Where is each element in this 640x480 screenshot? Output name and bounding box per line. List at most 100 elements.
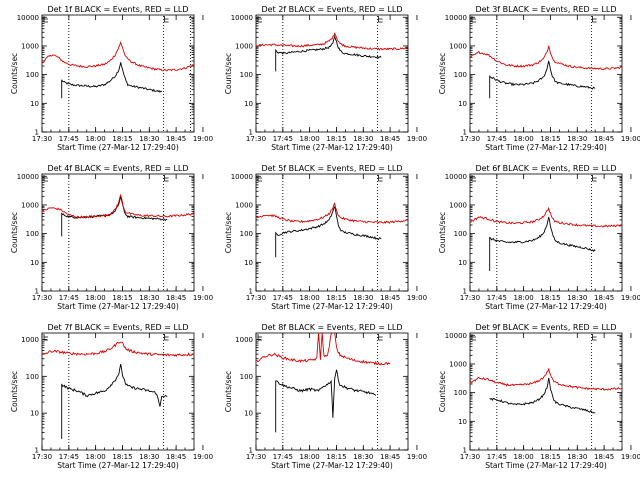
x-tick-label: 18:15 (326, 294, 346, 302)
x-tick-label: 18:00 (514, 135, 534, 143)
x-tick-label: 18:45 (594, 453, 614, 461)
events-series-line (275, 205, 382, 258)
chart-title: Det 9f BLACK = Events, RED = LLD (475, 323, 616, 332)
x-tick-label: 18:45 (594, 294, 614, 302)
x-tick-label: 17:45 (59, 294, 79, 302)
lld-series-line (470, 368, 622, 391)
y-tick-label: 10 (458, 100, 467, 108)
x-tick-label: 17:30 (246, 294, 266, 302)
x-axis-label: Start Time (27-Mar-12 17:29:40) (57, 461, 179, 470)
events-series-line (61, 62, 163, 99)
y-axis-label: Counts/sec (10, 212, 19, 253)
x-tick-label: 18:30 (139, 453, 159, 461)
x-tick-label: 18:30 (139, 294, 159, 302)
x-tick-label: 17:45 (273, 294, 293, 302)
plot-frame (469, 332, 623, 451)
y-tick-label: 10 (458, 418, 467, 426)
chart-title: Det 3f BLACK = Events, RED = LLD (475, 5, 616, 14)
chart-title: Det 6f BLACK = Events, RED = LLD (475, 164, 616, 173)
x-tick-label: 18:45 (594, 135, 614, 143)
interval-flag (471, 16, 476, 23)
x-tick-label: 17:30 (246, 453, 266, 461)
y-tick-label: 1 (463, 288, 467, 296)
panel-det-5: Det 5f BLACK = Events, RED = LLD 17:30 17:… (224, 164, 427, 311)
x-tick-label: 18:15 (326, 135, 346, 143)
x-tick-label: 18:30 (353, 135, 373, 143)
panel-det-9: Det 9f BLACK = Events, RED = LLD 17:30 17:… (438, 323, 640, 470)
x-tick-label: 18:15 (540, 135, 560, 143)
y-tick-label: 100 (454, 389, 467, 397)
x-tick-label: 19:00 (193, 453, 213, 461)
x-axis-label: Start Time (27-Mar-12 17:29:40) (57, 302, 179, 311)
x-tick-label: 18:15 (326, 453, 346, 461)
y-tick-label: 1000 (21, 336, 39, 344)
y-tick-label: 1 (35, 129, 39, 137)
lld-series-line (256, 333, 391, 366)
interval-flag (592, 175, 597, 182)
x-tick-label: 17:30 (32, 453, 52, 461)
x-tick-label: 18:30 (139, 135, 159, 143)
x-tick-label: 18:15 (540, 453, 560, 461)
y-tick-label: 100 (26, 230, 39, 238)
x-tick-label: 18:00 (300, 135, 320, 143)
x-tick-label: 19:00 (407, 135, 427, 143)
y-tick-label: 100 (240, 373, 253, 381)
x-tick-label: 18:00 (86, 294, 106, 302)
panel-det-6: Det 6f BLACK = Events, RED = LLD 17:30 17:… (438, 164, 640, 311)
plot-frame (255, 173, 409, 292)
x-tick-label: 17:30 (32, 135, 52, 143)
x-axis-label: Start Time (27-Mar-12 17:29:40) (271, 143, 393, 152)
interval-flag (471, 334, 476, 341)
y-tick-label: 10 (30, 100, 39, 108)
chart-title: Det 8f BLACK = Events, RED = LLD (261, 323, 402, 332)
x-tick-label: 19:00 (407, 453, 427, 461)
y-axis-label: Counts/sec (10, 371, 19, 412)
x-tick-label: 18:30 (353, 453, 373, 461)
y-tick-label: 1 (463, 129, 467, 137)
y-tick-label: 1000 (449, 42, 467, 50)
y-tick-label: 1000 (449, 201, 467, 209)
panel-det-8: Det 8f BLACK = Events, RED = LLD 17:30 17:… (224, 323, 427, 470)
x-tick-label: 17:45 (487, 294, 507, 302)
interval-flag (378, 175, 383, 182)
x-tick-label: 18:45 (380, 135, 400, 143)
y-tick-label: 1000 (235, 42, 253, 50)
x-tick-label: 17:30 (460, 294, 480, 302)
x-axis-label: Start Time (27-Mar-12 17:29:40) (271, 302, 393, 311)
panel-det-2: Det 2f BLACK = Events, RED = LLD 17:30 17:… (224, 5, 427, 152)
x-tick-label: 18:45 (380, 294, 400, 302)
interval-flag (257, 334, 262, 341)
x-tick-label: 19:00 (407, 294, 427, 302)
y-tick-label: 1 (35, 447, 39, 455)
y-tick-label: 100 (240, 71, 253, 79)
x-tick-label: 17:45 (59, 453, 79, 461)
y-tick-label: 10 (30, 410, 39, 418)
x-tick-label: 18:15 (112, 294, 132, 302)
y-tick-label: 1 (249, 129, 253, 137)
events-series-line (489, 60, 596, 99)
x-tick-label: 18:15 (540, 294, 560, 302)
interval-flag (43, 16, 48, 23)
interval-flag (43, 175, 48, 182)
y-tick-label: 10000 (17, 173, 39, 181)
interval-flag (378, 16, 383, 23)
lld-series-line (256, 32, 408, 51)
events-series-line (275, 34, 382, 72)
y-tick-label: 1000 (235, 201, 253, 209)
y-tick-label: 100 (240, 230, 253, 238)
y-axis-label: Counts/sec (438, 212, 447, 253)
x-tick-label: 19:00 (621, 294, 640, 302)
y-tick-label: 100 (454, 230, 467, 238)
plot-frame (469, 14, 623, 133)
x-tick-label: 18:00 (514, 294, 534, 302)
x-tick-label: 19:00 (193, 294, 213, 302)
y-tick-label: 10000 (445, 332, 467, 340)
x-tick-label: 18:00 (514, 453, 534, 461)
x-tick-label: 18:45 (166, 294, 186, 302)
y-axis-label: Counts/sec (224, 212, 233, 253)
plot-frame (255, 14, 409, 133)
y-tick-label: 10 (244, 410, 253, 418)
interval-flag (43, 334, 48, 341)
y-axis-label: Counts/sec (10, 53, 19, 94)
